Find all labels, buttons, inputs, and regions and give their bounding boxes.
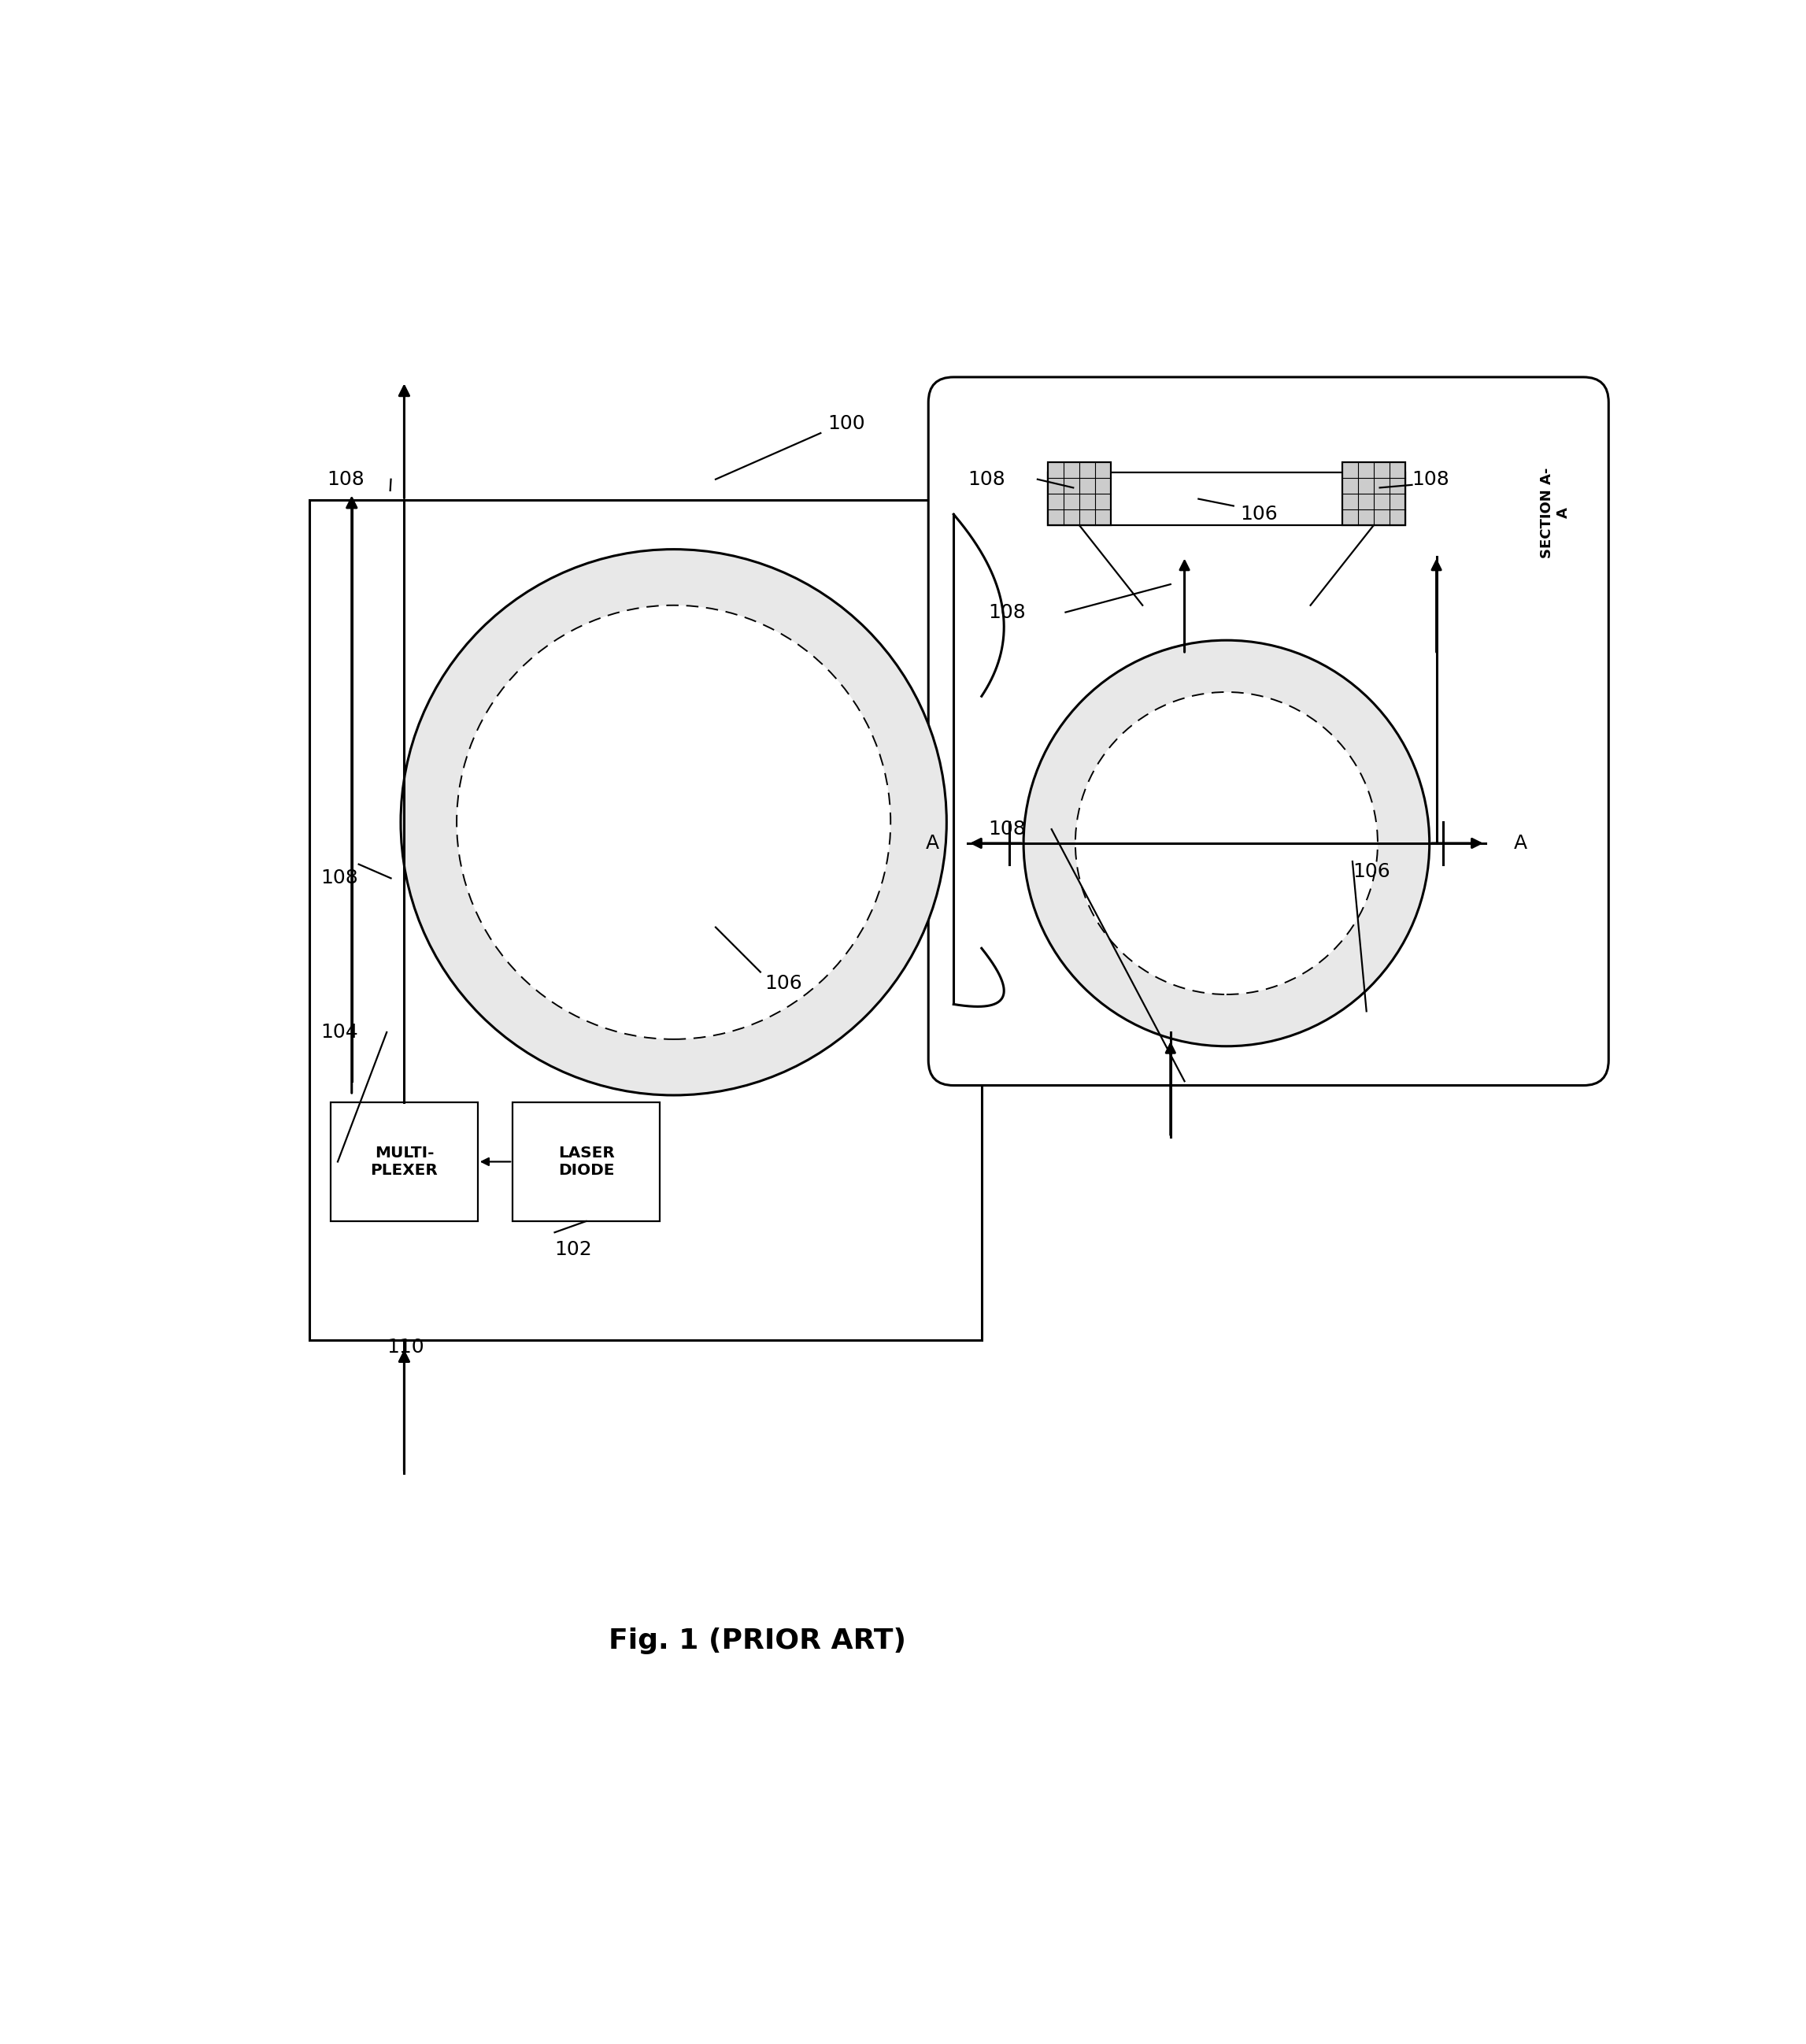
Text: SECTION A-
A: SECTION A- A: [1541, 468, 1571, 558]
Circle shape: [401, 550, 946, 1096]
Text: 108: 108: [327, 470, 365, 489]
FancyBboxPatch shape: [928, 376, 1609, 1085]
Text: 108: 108: [988, 603, 1026, 621]
FancyBboxPatch shape: [1342, 462, 1405, 525]
Text: 106: 106: [1353, 863, 1391, 881]
Text: A: A: [926, 834, 939, 852]
Text: 104: 104: [321, 1022, 359, 1042]
Text: 102: 102: [554, 1241, 592, 1259]
Circle shape: [457, 605, 890, 1038]
Circle shape: [1075, 693, 1378, 995]
FancyBboxPatch shape: [330, 1102, 477, 1220]
Text: 108: 108: [968, 470, 1006, 489]
Text: 108: 108: [988, 820, 1026, 838]
FancyBboxPatch shape: [311, 501, 982, 1341]
Text: 108: 108: [321, 869, 359, 887]
Text: A: A: [1513, 834, 1528, 852]
Text: Fig. 1 (PRIOR ART): Fig. 1 (PRIOR ART): [609, 1627, 907, 1654]
Text: 106: 106: [764, 973, 802, 993]
Text: 100: 100: [827, 413, 865, 433]
FancyBboxPatch shape: [513, 1102, 659, 1220]
Text: 108: 108: [1412, 470, 1450, 489]
Text: 110: 110: [386, 1337, 424, 1357]
Text: LASER
DIODE: LASER DIODE: [558, 1145, 614, 1177]
Text: 106: 106: [1241, 505, 1279, 523]
Text: MULTI-
PLEXER: MULTI- PLEXER: [370, 1145, 439, 1177]
FancyBboxPatch shape: [1047, 472, 1405, 525]
FancyBboxPatch shape: [1047, 462, 1111, 525]
Circle shape: [1024, 640, 1430, 1047]
